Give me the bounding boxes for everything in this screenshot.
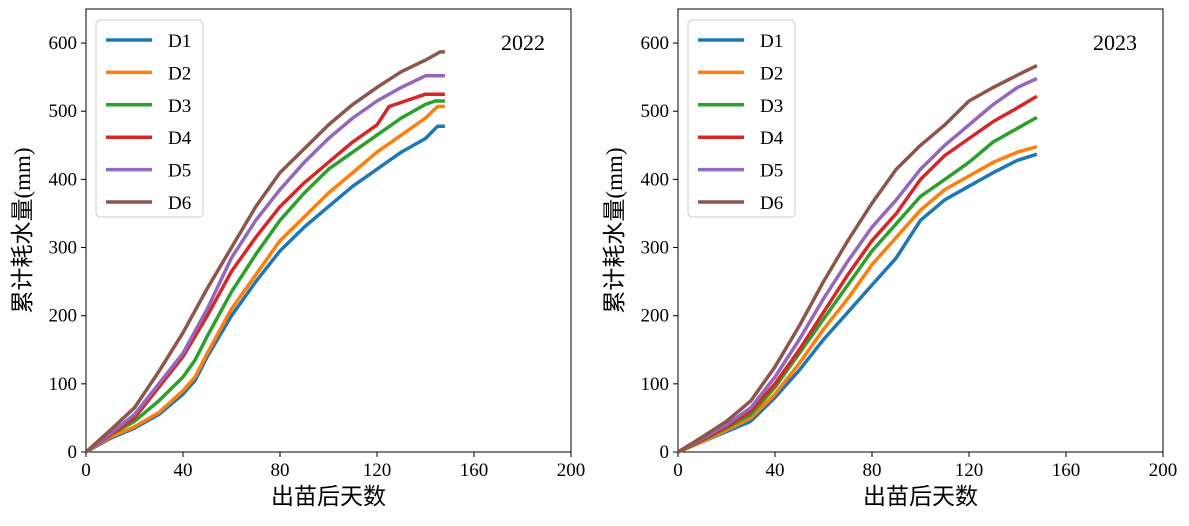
legend-label-D1: D1 [760, 31, 783, 52]
x-tick-label: 40 [766, 460, 785, 481]
series-line-D3 [84, 99, 445, 454]
y-tick-label: 0 [68, 442, 78, 463]
y-tick-label: 300 [641, 238, 670, 259]
legend-label-D2: D2 [760, 63, 783, 84]
series-line-D2 [677, 145, 1038, 454]
legend: D1 D2 D3 D4 D5 D6 [687, 19, 796, 218]
x-tick-label: 200 [1149, 460, 1178, 481]
x-tick-label: 0 [673, 460, 683, 481]
legend-label-D6: D6 [168, 193, 191, 214]
legend-label-D3: D3 [168, 96, 191, 117]
series-line-D6 [677, 64, 1038, 454]
legend-label-D4: D4 [760, 128, 784, 149]
x-axis-label: 出苗后天数 [271, 484, 386, 509]
series-line-D3 [677, 115, 1038, 454]
legend-label-D3: D3 [760, 96, 783, 117]
chart-panel-2022: 0 40 80 120 160 200 0 100 200 300 400 500 600 出苗后天数 累计… [10, 8, 586, 509]
x-tick-label: 200 [557, 460, 586, 481]
legend: D1 D2 D3 D4 D5 D6 [95, 19, 204, 218]
x-tick-label: 80 [271, 460, 290, 481]
y-tick-label: 600 [641, 33, 670, 54]
x-axis-label: 出苗后天数 [863, 484, 978, 509]
series-line-D1 [677, 152, 1038, 454]
chart-panel-2023: 0 40 80 120 160 200 0 100 200 300 400 500 600 出苗后天数 累计… [602, 8, 1178, 509]
series-line-D4 [677, 94, 1038, 454]
series-line-D5 [84, 74, 445, 454]
y-axis-label: 累计耗水量(mm) [602, 147, 627, 313]
x-tick-label: 160 [1052, 460, 1081, 481]
legend-label-D5: D5 [168, 161, 191, 182]
y-tick-label: 500 [49, 101, 78, 122]
legend-box [95, 19, 204, 218]
x-tick-label: 160 [460, 460, 489, 481]
year-annotation: 2022 [501, 30, 545, 55]
legend-label-D5: D5 [760, 161, 783, 182]
y-tick-label: 0 [660, 442, 670, 463]
legend-label-D4: D4 [168, 128, 192, 149]
plot-frame [677, 8, 1164, 453]
y-tick-label: 100 [49, 374, 78, 395]
y-tick-label: 200 [49, 306, 78, 327]
x-tick-label: 40 [174, 460, 193, 481]
legend-label-D2: D2 [168, 63, 191, 84]
y-tick-label: 400 [641, 169, 670, 190]
legend-label-D1: D1 [168, 31, 191, 52]
legend-box [687, 19, 796, 218]
year-annotation: 2023 [1093, 30, 1137, 55]
x-tick-label: 120 [363, 460, 392, 481]
y-axis-label: 累计耗水量(mm) [10, 147, 35, 313]
legend-label-D6: D6 [760, 193, 783, 214]
y-tick-label: 400 [49, 169, 78, 190]
series-line-D5 [677, 76, 1038, 454]
y-tick-label: 200 [641, 306, 670, 327]
plot-frame [85, 8, 572, 453]
series-line-D6 [84, 50, 445, 454]
y-tick-label: 600 [49, 33, 78, 54]
series-line-D4 [84, 92, 445, 454]
x-tick-label: 120 [955, 460, 984, 481]
y-tick-label: 100 [641, 374, 670, 395]
y-tick-label: 500 [641, 101, 670, 122]
x-tick-label: 0 [81, 460, 91, 481]
x-tick-label: 80 [863, 460, 882, 481]
y-tick-label: 300 [49, 238, 78, 259]
series-line-D2 [85, 104, 445, 454]
